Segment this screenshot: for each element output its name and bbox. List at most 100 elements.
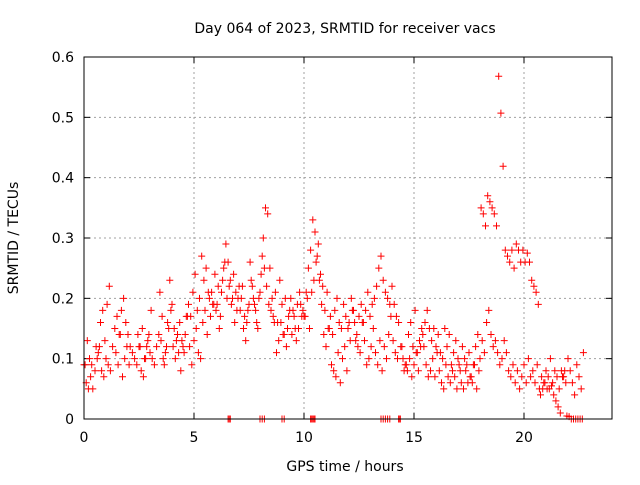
data-point — [544, 373, 552, 381]
data-point — [486, 198, 494, 206]
data-point — [282, 343, 290, 351]
data-point — [241, 312, 249, 320]
data-point — [559, 373, 566, 381]
data-point — [546, 355, 554, 363]
data-point — [496, 361, 504, 369]
data-point — [460, 385, 467, 393]
data-point — [379, 276, 387, 284]
data-point — [232, 288, 240, 296]
data-point — [362, 306, 370, 314]
data-point — [428, 337, 436, 345]
data-point — [341, 343, 349, 351]
data-point — [253, 318, 261, 326]
data-point — [568, 379, 576, 387]
data-point — [479, 210, 487, 218]
data-point — [308, 288, 316, 296]
data-point — [441, 325, 449, 332]
data-point — [513, 367, 521, 375]
data-point — [165, 325, 173, 332]
data-point — [299, 306, 307, 314]
data-point — [550, 391, 558, 399]
data-point — [509, 361, 517, 369]
data-point — [551, 367, 559, 375]
data-point — [304, 264, 312, 272]
data-point — [489, 343, 497, 351]
data-point — [224, 258, 232, 266]
data-point — [189, 288, 197, 296]
data-point — [468, 379, 476, 387]
data-point — [227, 300, 235, 308]
data-point — [511, 379, 519, 387]
data-point — [323, 288, 331, 296]
data-point — [161, 349, 169, 357]
data-point — [270, 318, 278, 326]
data-point — [424, 373, 432, 381]
data-point — [91, 367, 99, 375]
data-point — [278, 300, 286, 308]
data-point — [533, 361, 541, 369]
data-point — [203, 331, 211, 339]
data-point — [410, 361, 418, 369]
data-point — [320, 331, 328, 339]
data-point — [532, 288, 540, 296]
data-point — [562, 379, 570, 387]
data-point — [279, 331, 287, 339]
data-point — [368, 300, 376, 308]
data-point — [155, 331, 163, 339]
data-point — [98, 367, 106, 375]
data-point — [491, 337, 499, 345]
y-tick-label: 0.5 — [52, 110, 74, 126]
data-point — [201, 306, 209, 314]
data-point — [303, 294, 311, 302]
data-point — [185, 300, 192, 308]
data-point — [212, 306, 220, 314]
data-point — [537, 391, 544, 399]
data-point — [284, 325, 291, 332]
data-point — [504, 252, 511, 260]
data-point — [388, 282, 396, 290]
data-point — [248, 282, 256, 290]
data-point — [364, 288, 372, 296]
data-point — [506, 258, 514, 266]
data-point — [179, 343, 187, 351]
x-tick-label: 20 — [515, 430, 533, 446]
data-point — [277, 318, 285, 326]
data-point — [229, 294, 236, 302]
data-point — [495, 72, 503, 80]
data-point — [564, 355, 572, 363]
data-point — [166, 276, 174, 284]
data-point — [462, 367, 470, 375]
data-point — [119, 373, 126, 381]
data-point — [88, 361, 96, 369]
data-point — [306, 325, 313, 332]
data-point — [502, 349, 510, 357]
data-point — [377, 252, 385, 260]
data-point — [158, 312, 166, 320]
data-point — [577, 385, 585, 393]
data-point — [296, 288, 304, 296]
data-point — [197, 355, 205, 363]
grid-lines — [84, 57, 612, 419]
x-axis-label: GPS time / hours — [286, 459, 403, 475]
data-point — [313, 252, 321, 260]
data-point — [454, 355, 462, 363]
data-point — [178, 337, 186, 345]
data-point — [510, 264, 518, 272]
data-point — [281, 294, 289, 302]
data-point — [314, 240, 322, 248]
data-point — [276, 276, 284, 284]
data-point — [541, 379, 549, 387]
data-point — [207, 312, 214, 320]
data-point — [552, 397, 560, 405]
data-points — [80, 72, 587, 423]
data-point — [235, 282, 243, 290]
data-point — [177, 367, 185, 375]
data-point — [501, 246, 509, 254]
data-point — [407, 318, 415, 326]
data-point — [243, 318, 251, 326]
data-point — [499, 162, 507, 170]
data-point — [508, 246, 516, 254]
data-point — [318, 300, 326, 308]
data-point — [429, 355, 437, 363]
data-point — [251, 300, 258, 308]
